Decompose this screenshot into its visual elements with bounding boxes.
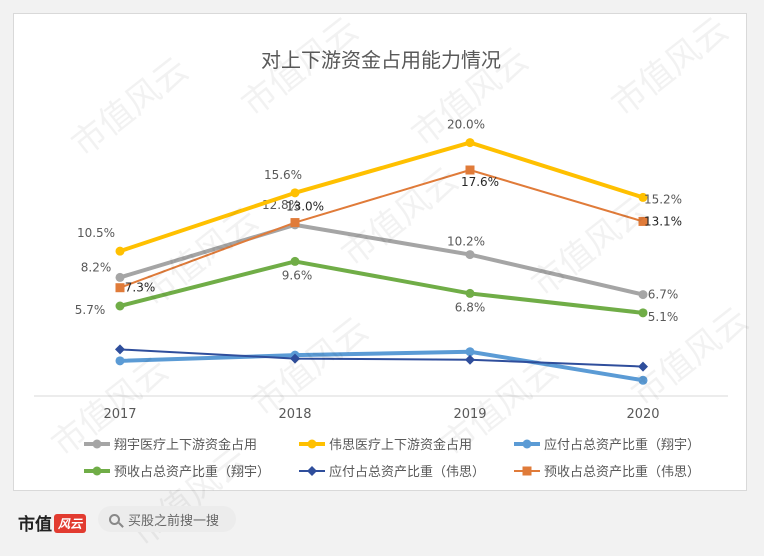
legend-item: 应付占总资产比重（伟思） [299, 461, 485, 480]
data-point [638, 308, 648, 318]
series-line [119, 348, 644, 368]
data-point [115, 344, 125, 355]
data-label: 8.2% [81, 260, 112, 274]
legend-label: 翔宇医疗上下游资金占用 [114, 438, 258, 453]
legend-item: 预收占总资产比重（伟思） [514, 461, 700, 480]
data-label: 15.2% [644, 192, 682, 206]
data-point [638, 290, 648, 300]
data-point [638, 361, 648, 372]
data-label: 7.3% [125, 281, 156, 295]
data-label: 20.0% [447, 118, 485, 132]
data-label: 6.8% [455, 300, 486, 314]
data-label: 6.7% [648, 288, 679, 302]
data-label: 10.5% [77, 226, 115, 240]
data-point [290, 353, 300, 364]
data-label: 13.0% [286, 200, 324, 214]
legend-swatch [84, 466, 110, 475]
data-point [465, 138, 475, 148]
legend-swatch [84, 439, 110, 448]
data-label: 13.1% [644, 214, 682, 228]
series-line [118, 259, 645, 315]
data-point [115, 272, 125, 282]
search-icon [109, 513, 120, 525]
series-line [118, 222, 645, 297]
data-label: 10.2% [447, 235, 485, 249]
legend-item: 应付占总资产比重（翔宇） [514, 434, 700, 453]
chart-card: 对上下游资金占用能力情况 2017 2018 2019 2020 8.2% 12.8% 10… [13, 13, 747, 491]
line-chart: 2017 2018 2019 20208.2%12.8%10.2%6.7%10.5%1… [34, 118, 728, 422]
legend-item: 伟思医疗上下游资金占用 [299, 434, 472, 453]
series-line [119, 169, 644, 289]
data-point [465, 165, 475, 175]
brand-name: 市值 [18, 515, 52, 535]
data-label: 15.6% [264, 168, 302, 182]
legend-label: 应付占总资产比重（翔宇） [544, 438, 701, 453]
footer-bar: 市值 风云 买股之前搜一搜 [0, 500, 764, 543]
data-point [115, 301, 125, 311]
data-point [115, 246, 125, 256]
data-point [638, 216, 648, 226]
search-box[interactable]: 买股之前搜一搜 [98, 506, 236, 532]
series-line [118, 140, 645, 254]
data-label: 9.6% [282, 268, 313, 282]
legend-item: 翔宇医疗上下游资金占用 [84, 434, 257, 453]
brand-logo[interactable]: 市值 风云 [18, 510, 87, 535]
data-point [638, 192, 648, 202]
x-tick-label: 2017 [103, 407, 136, 422]
data-point [290, 256, 300, 266]
x-tick-label: 2018 [278, 407, 311, 422]
legend-label: 预收占总资产比重（伟思） [544, 465, 701, 480]
data-point [115, 356, 125, 366]
legend-swatch [299, 465, 325, 476]
data-point [290, 188, 300, 198]
data-point [465, 347, 475, 357]
legend-item: 预收占总资产比重（翔宇） [84, 461, 270, 480]
legend-label: 应付占总资产比重（伟思） [329, 465, 486, 480]
brand-mark: 风云 [54, 514, 87, 533]
x-tick-label: 2019 [453, 407, 486, 422]
data-point [115, 283, 125, 293]
data-point [638, 375, 648, 385]
data-label: 17.6% [461, 175, 499, 189]
data-point [465, 288, 475, 298]
chart-title: 对上下游资金占用能力情况 [261, 48, 501, 72]
legend-swatch [514, 466, 540, 475]
data-point [290, 218, 300, 228]
data-point [465, 354, 475, 365]
legend-label: 伟思医疗上下游资金占用 [329, 438, 473, 453]
series-line [118, 349, 645, 383]
data-point [465, 250, 475, 260]
data-label: 5.1% [648, 310, 679, 324]
legend-label: 预收占总资产比重（翔宇） [114, 465, 271, 480]
search-placeholder: 买股之前搜一搜 [128, 513, 220, 529]
legend-swatch [299, 439, 325, 448]
data-label: 5.7% [75, 303, 106, 317]
x-tick-label: 2020 [626, 407, 659, 422]
legend-swatch [514, 439, 540, 448]
